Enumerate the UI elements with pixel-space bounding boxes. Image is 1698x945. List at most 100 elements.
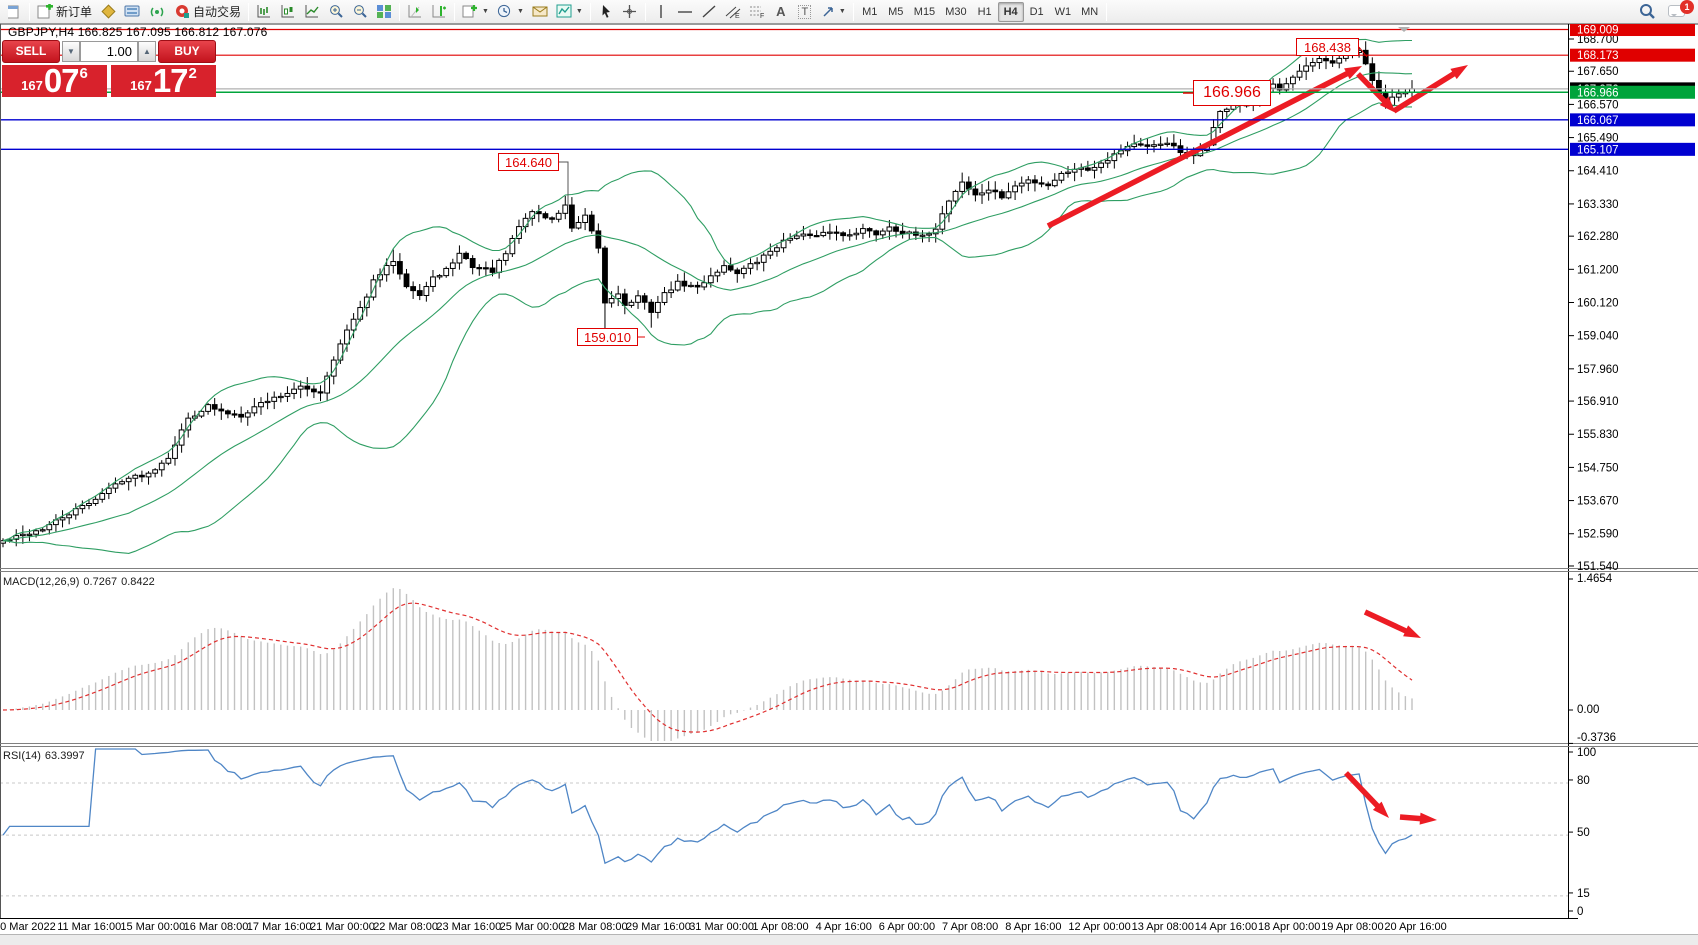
window-icon[interactable] bbox=[2, 2, 26, 22]
price-badge bbox=[1570, 113, 1695, 127]
chat-icon[interactable]: 1 bbox=[1668, 0, 1694, 21]
price-tick-label: 165.490 bbox=[1577, 133, 1619, 145]
trendline-icon[interactable] bbox=[697, 2, 721, 22]
window-bottom-edge bbox=[0, 934, 1698, 945]
new-order-button[interactable]: 新订单 bbox=[33, 2, 96, 22]
bar-chart-icon[interactable] bbox=[252, 2, 276, 22]
price-badge bbox=[1570, 48, 1695, 62]
buy-price-button[interactable]: 167 17 2 bbox=[111, 64, 216, 97]
rsi-axis-label: 100 bbox=[1577, 747, 1596, 759]
tf-button-M5[interactable]: M5 bbox=[888, 5, 904, 18]
periods-dropdown[interactable]: ▼ bbox=[493, 2, 528, 22]
arrows-dropdown[interactable]: ▼ bbox=[817, 2, 850, 22]
rsi-value: 63.3997 bbox=[44, 750, 85, 762]
price-annotation[interactable]: 168.438 bbox=[1296, 38, 1359, 56]
channel-icon[interactable]: E bbox=[721, 2, 745, 22]
tf-button-MN[interactable]: MN bbox=[1081, 5, 1099, 18]
market-depth-icon[interactable] bbox=[120, 2, 145, 22]
trend-arrow[interactable] bbox=[1344, 771, 1384, 813]
trend-arrow-head bbox=[1450, 65, 1468, 80]
tf-button-D1[interactable]: D1 bbox=[1029, 5, 1044, 18]
trend-arrow[interactable] bbox=[1392, 68, 1461, 114]
toolbar-separator bbox=[248, 2, 250, 21]
volume-increase-button[interactable]: ▲ bbox=[138, 41, 156, 62]
rsi-axis-label: 0 bbox=[1577, 906, 1583, 918]
trend-arrow[interactable] bbox=[1356, 72, 1391, 108]
trend-arrow-head bbox=[1344, 66, 1362, 80]
price-tick-label: 163.330 bbox=[1577, 199, 1619, 211]
macd-name: MACD(12,26,9) bbox=[3, 576, 80, 588]
tf-button-W1[interactable]: W1 bbox=[1054, 5, 1072, 18]
candlestick-chart-icon[interactable] bbox=[276, 2, 300, 22]
tf-button-H4[interactable]: H4 bbox=[997, 1, 1024, 22]
auto-scroll-icon[interactable] bbox=[403, 2, 427, 22]
price-tick-label: 167.650 bbox=[1577, 66, 1619, 78]
price-annotation[interactable]: 159.010 bbox=[577, 328, 638, 346]
chevron-down-icon: ▼ bbox=[575, 8, 583, 15]
timeframe-group: M1 M5 M15 M30 H1 H4 D1 W1 MN bbox=[857, 1, 1103, 22]
volume-input[interactable]: 1.00 bbox=[80, 41, 138, 62]
macd-main-value: 0.7267 bbox=[83, 576, 118, 588]
metaeditor-icon[interactable] bbox=[96, 2, 120, 22]
zoom-out-icon[interactable] bbox=[348, 2, 372, 22]
new-order-label: 新订单 bbox=[56, 5, 93, 19]
autotrading-label: 自动交易 bbox=[193, 5, 242, 19]
rsi-line bbox=[2, 748, 1413, 865]
sell-button[interactable]: SELL bbox=[2, 40, 60, 63]
chevron-down-icon: ▼ bbox=[516, 8, 524, 15]
time-axis-label: 19 Apr 08:00 bbox=[1321, 921, 1383, 933]
rsi-pane bbox=[0, 748, 1568, 897]
templates-icon[interactable] bbox=[528, 2, 552, 22]
price-badge-label: 169.009 bbox=[1577, 25, 1619, 37]
signals-icon[interactable] bbox=[145, 2, 170, 22]
time-axis-label: 16 Mar 08:00 bbox=[184, 921, 249, 933]
zoom-in-icon[interactable] bbox=[324, 2, 348, 22]
search-icon[interactable] bbox=[1634, 1, 1660, 21]
volume-decrease-button[interactable]: ▼ bbox=[62, 41, 80, 62]
tf-button-M30[interactable]: M30 bbox=[945, 5, 967, 18]
line-chart-icon[interactable] bbox=[300, 2, 324, 22]
price-badge-label: 168.173 bbox=[1577, 50, 1619, 62]
svg-text:E: E bbox=[735, 13, 740, 19]
price-tick-label: 154.750 bbox=[1577, 462, 1619, 474]
price-annotation[interactable]: 166.966 bbox=[1193, 80, 1271, 106]
toolbar-separator bbox=[29, 2, 30, 21]
new-chart-dropdown[interactable]: ▼ bbox=[458, 2, 493, 22]
chevron-down-icon: ▼ bbox=[838, 8, 846, 15]
time-axis-label: 13 Apr 08:00 bbox=[1132, 921, 1194, 933]
toolbar-separator bbox=[399, 2, 401, 21]
horizontal-line-icon[interactable] bbox=[673, 2, 697, 22]
tf-button-M15[interactable]: M15 bbox=[913, 5, 936, 18]
trend-arrow-head bbox=[1403, 625, 1421, 638]
price-annotation[interactable]: 164.640 bbox=[498, 153, 559, 171]
vertical-line-icon[interactable] bbox=[649, 2, 673, 22]
tile-windows-icon[interactable] bbox=[372, 2, 396, 22]
indicators-dropdown[interactable]: ▼ bbox=[552, 2, 587, 22]
chart-shift-icon[interactable] bbox=[427, 2, 451, 22]
text-icon[interactable]: A bbox=[776, 4, 786, 19]
crosshair-icon[interactable] bbox=[618, 2, 642, 22]
macd-axis-label: -0.3736 bbox=[1577, 732, 1616, 744]
toolbar-separator bbox=[454, 2, 456, 21]
autotrading-button[interactable]: 自动交易 bbox=[170, 2, 245, 22]
trend-arrow[interactable] bbox=[1363, 609, 1413, 637]
trend-arrow-head bbox=[1372, 801, 1389, 818]
buy-button[interactable]: BUY bbox=[158, 40, 216, 63]
time-axis-label: 21 Mar 00:00 bbox=[310, 921, 375, 933]
trend-arrow[interactable] bbox=[1046, 68, 1355, 229]
macd-label: MACD(12,26,9) 0.7267 0.8422 bbox=[3, 576, 159, 588]
fibonacci-icon[interactable]: F bbox=[745, 2, 769, 22]
rsi-axis-label: 80 bbox=[1577, 775, 1590, 787]
tf-button-H1[interactable]: H1 bbox=[977, 5, 992, 18]
tf-button-M1[interactable]: M1 bbox=[862, 5, 878, 18]
chart-ohlc-title: GBPJPY,H4 166.825 167.095 166.812 167.07… bbox=[8, 25, 268, 39]
cursor-icon[interactable] bbox=[594, 2, 618, 22]
price-tick-label: 157.960 bbox=[1577, 364, 1619, 376]
time-axis-label: 23 Mar 16:00 bbox=[436, 921, 501, 933]
sell-price-button[interactable]: 167 07 6 bbox=[2, 64, 107, 97]
price-badge bbox=[1570, 142, 1695, 156]
label-icon[interactable]: T bbox=[793, 2, 817, 22]
chart-shift-marker[interactable] bbox=[1398, 27, 1410, 32]
price-tick-label: 168.700 bbox=[1577, 34, 1619, 46]
